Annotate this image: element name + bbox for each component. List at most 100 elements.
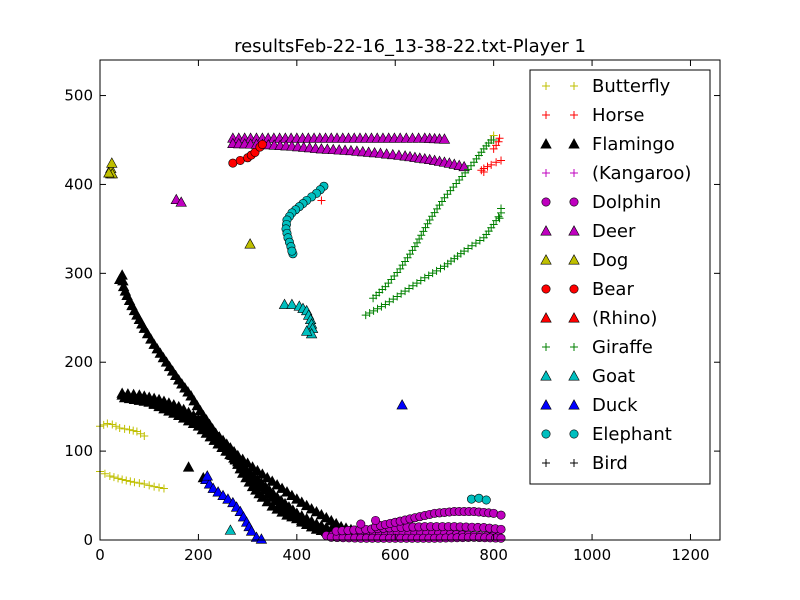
legend-entry: Flamingo: [540, 134, 675, 155]
legend-entry: (Kangaroo): [542, 163, 691, 184]
data-point: [261, 495, 274, 507]
legend-entry: Bird: [542, 453, 628, 474]
data-point: [474, 493, 484, 503]
legend-entry: Deer: [540, 221, 636, 242]
data-point: [105, 472, 114, 480]
x-tick-label: 200: [184, 546, 213, 564]
legend-label: Bear: [592, 279, 634, 300]
y-tick-label: 500: [64, 87, 93, 105]
x-tick-label: 800: [479, 546, 508, 564]
legend-marker: [568, 399, 580, 410]
x-tick-label: 0: [95, 546, 105, 564]
legend-entry: Butterfly: [542, 76, 671, 97]
data-point: [150, 482, 159, 491]
data-point: [122, 476, 131, 485]
legend-marker: [540, 225, 552, 236]
data-point: [496, 510, 506, 520]
legend-entry: Horse: [542, 105, 644, 126]
y-tick-label: 300: [64, 264, 93, 282]
data-point: [130, 478, 139, 487]
data-point: [145, 481, 154, 490]
series-flamingo: [113, 269, 382, 542]
series-butterfly: [96, 131, 498, 493]
legend-marker: [570, 169, 578, 177]
data-point: [496, 524, 506, 534]
x-tick-label: 1000: [573, 546, 611, 564]
legend-marker: [541, 197, 551, 207]
data-point: [276, 482, 288, 493]
y-tick-label: 400: [64, 175, 93, 193]
legend-marker: [568, 312, 580, 323]
data-point: [256, 491, 269, 502]
data-point: [100, 469, 109, 478]
data-point: [479, 168, 488, 176]
data-point: [224, 524, 237, 535]
data-point: [492, 158, 501, 167]
legend-label: Dolphin: [592, 192, 661, 213]
data-point: [365, 308, 374, 317]
data-point: [396, 399, 408, 410]
data-point: [256, 468, 269, 479]
series-duck: [200, 399, 408, 544]
data-point: [159, 484, 168, 493]
legend-label: Dog: [592, 250, 628, 271]
legend-marker: [568, 225, 580, 236]
series-dolphin: [321, 507, 506, 543]
data-point: [300, 325, 313, 336]
data-point: [281, 486, 293, 497]
legend-marker: [542, 82, 550, 90]
legend-marker: [542, 343, 550, 351]
legend-marker: [540, 312, 552, 323]
data-point: [286, 489, 298, 501]
legend-label: Flamingo: [592, 134, 675, 155]
legend-marker: [570, 343, 578, 351]
data-point: [109, 473, 118, 482]
series-elephant: [281, 181, 491, 505]
data-point: [212, 486, 224, 497]
x-tick-label: 1200: [671, 546, 709, 564]
x-tick-label: 600: [381, 546, 410, 564]
legend-marker: [541, 284, 551, 294]
data-point: [287, 246, 297, 256]
data-point: [135, 479, 144, 488]
legend-marker: [541, 429, 551, 439]
legend-label: Deer: [592, 221, 636, 242]
legend-entry: Dolphin: [541, 192, 661, 213]
data-point: [115, 424, 124, 432]
legend-marker: [540, 138, 552, 149]
data-point: [106, 157, 118, 168]
data-point: [118, 475, 127, 484]
legend-label: Giraffe: [592, 337, 653, 358]
data-point: [489, 508, 499, 518]
data-point: [415, 235, 424, 244]
legend-label: Bird: [592, 453, 628, 474]
data-point: [222, 493, 234, 504]
legend-marker: [570, 111, 578, 119]
data-point: [266, 475, 278, 486]
data-point: [438, 133, 451, 144]
data-point: [361, 311, 370, 320]
series-giraffe: [361, 136, 506, 320]
data-point: [114, 474, 123, 483]
data-point: [111, 422, 120, 431]
data-point: [497, 156, 506, 165]
plot-frame: [99, 59, 721, 541]
y-tick-label: 0: [83, 531, 93, 549]
legend-marker: [570, 459, 578, 467]
data-point: [467, 494, 477, 504]
legend-label: (Kangaroo): [592, 163, 691, 184]
data-point: [410, 242, 419, 251]
data-point: [99, 420, 108, 429]
legend-entry: Giraffe: [542, 337, 653, 358]
data-point: [417, 231, 426, 240]
axis-ticks: 0 200 400 600 800 1000 1200 0 100 200 300 400 500: [64, 60, 720, 564]
legend-marker: [542, 459, 550, 467]
data-point: [458, 160, 470, 172]
legend-label: Horse: [592, 105, 644, 126]
data-point: [103, 419, 112, 428]
series-bear: [228, 139, 267, 168]
legend-marker: [540, 399, 552, 410]
data-point: [271, 479, 283, 490]
data-point: [371, 515, 381, 525]
